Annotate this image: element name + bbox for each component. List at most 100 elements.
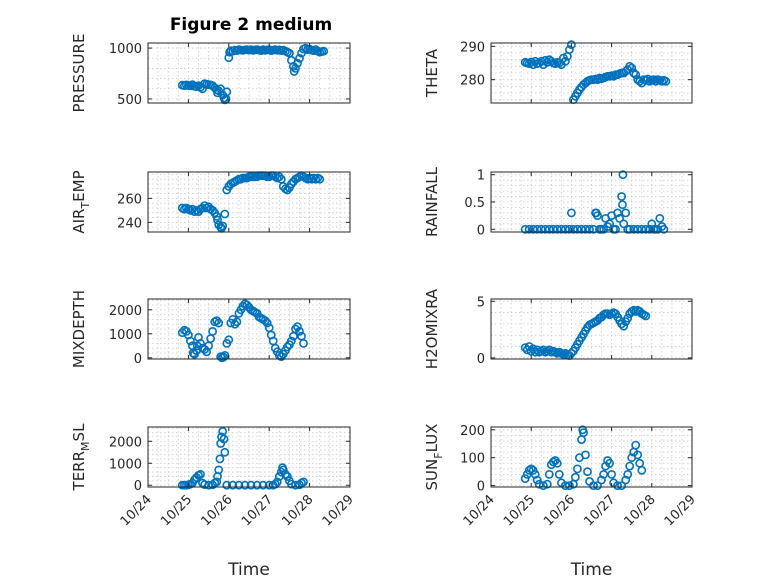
data-point <box>552 458 562 468</box>
data-point <box>617 192 626 201</box>
data-point <box>573 224 582 234</box>
data-point <box>240 480 250 490</box>
data-point <box>276 352 286 361</box>
data-point <box>198 203 207 213</box>
data-point <box>238 301 248 311</box>
axes-border <box>490 298 693 360</box>
data-point <box>661 76 671 86</box>
data-point <box>212 477 222 487</box>
data-point <box>530 347 540 357</box>
y-label-rest: SL <box>70 423 88 442</box>
data-point <box>212 211 222 221</box>
data-point <box>528 224 538 234</box>
data-point <box>552 224 562 234</box>
x-tick-label: 10/27 <box>239 492 276 529</box>
data-point <box>532 345 542 355</box>
data-point <box>618 200 627 210</box>
data-point <box>278 465 288 475</box>
data-point <box>621 475 631 485</box>
data-point <box>605 458 614 468</box>
data-point <box>585 224 594 234</box>
data-point <box>293 58 302 68</box>
data-point <box>571 472 580 482</box>
subplot-left-2: 240 260 AIRTEMP <box>70 170 351 234</box>
y-label-subscript: T <box>79 202 92 210</box>
x-tick-label: 10/29 <box>662 492 699 529</box>
data-point <box>291 64 300 73</box>
data-point <box>260 316 270 325</box>
data-point <box>619 219 629 229</box>
data-point <box>286 336 296 346</box>
data-markers <box>177 43 329 105</box>
subplot-right-3: 0 5 H2OMIXRA <box>423 288 693 369</box>
data-point <box>222 480 232 490</box>
data-point <box>299 477 308 487</box>
data-point <box>544 469 554 479</box>
data-point <box>605 219 614 229</box>
data-point <box>219 352 228 362</box>
data-point <box>295 53 304 63</box>
data-point <box>208 205 217 215</box>
axes-border <box>147 42 351 104</box>
data-point <box>629 68 639 78</box>
data-point <box>567 208 576 218</box>
data-point <box>270 479 280 489</box>
data-point <box>569 224 578 234</box>
data-point <box>530 56 540 66</box>
y-tick-label: 0 <box>134 352 142 367</box>
axes-border <box>490 426 693 488</box>
x-tick-label: 10/24 <box>118 492 155 529</box>
data-point <box>532 475 542 485</box>
data-point <box>615 213 624 223</box>
data-point <box>196 469 205 479</box>
data-point <box>200 480 209 489</box>
y-tick-label: 0 <box>477 480 485 495</box>
y-label-main: TERR <box>70 451 88 492</box>
data-point <box>625 461 635 471</box>
grid <box>148 427 350 487</box>
data-point <box>649 75 659 85</box>
y-tick-label: 1000 <box>109 42 142 57</box>
axes-border <box>147 426 351 488</box>
data-point <box>272 477 282 487</box>
data-point <box>623 313 633 323</box>
data-point <box>617 481 626 490</box>
x-tick-label: 10/25 <box>501 492 538 529</box>
data-point <box>633 450 643 460</box>
y-tick-label: 0.5 <box>464 196 485 211</box>
data-point <box>618 170 628 180</box>
y-tick-label: 1000 <box>109 457 142 472</box>
y-tick-label: 290 <box>460 40 485 55</box>
grid <box>491 427 692 487</box>
y-tick-label: 0 <box>477 352 485 367</box>
data-point <box>220 209 230 219</box>
x-tick-label: 10/27 <box>581 492 618 529</box>
data-point <box>185 336 195 346</box>
subplot-right-2: 0 0.5 1 RAINFALL <box>423 166 693 238</box>
x-tick-label: 10/25 <box>158 492 195 529</box>
data-point <box>217 432 226 442</box>
data-point <box>631 440 641 450</box>
subplot-left-4: 0 1000 2000 10/24 10/25 10/26 10/27 10/28 10/29 T… <box>70 423 357 580</box>
y-tick-label: 500 <box>117 93 142 108</box>
y-tick-label: 280 <box>460 74 485 89</box>
subplot-left-1: 500 1000 PRESSURE <box>70 34 351 112</box>
data-markers <box>520 170 669 234</box>
grid <box>148 299 350 359</box>
data-point <box>629 224 639 234</box>
data-markers <box>520 40 671 105</box>
y-tick-label: 0 <box>477 223 485 238</box>
data-point <box>282 472 292 481</box>
data-point <box>295 326 304 336</box>
data-point <box>196 338 205 348</box>
y-tick-label: 2000 <box>109 304 142 319</box>
y-axis-label: TERRMSL <box>70 423 92 492</box>
data-point <box>258 480 268 490</box>
data-point <box>593 211 602 220</box>
data-point <box>567 40 576 50</box>
data-point <box>213 215 222 225</box>
data-point <box>215 454 225 464</box>
data-point <box>234 480 244 490</box>
data-point <box>593 481 602 490</box>
data-point <box>534 479 544 489</box>
